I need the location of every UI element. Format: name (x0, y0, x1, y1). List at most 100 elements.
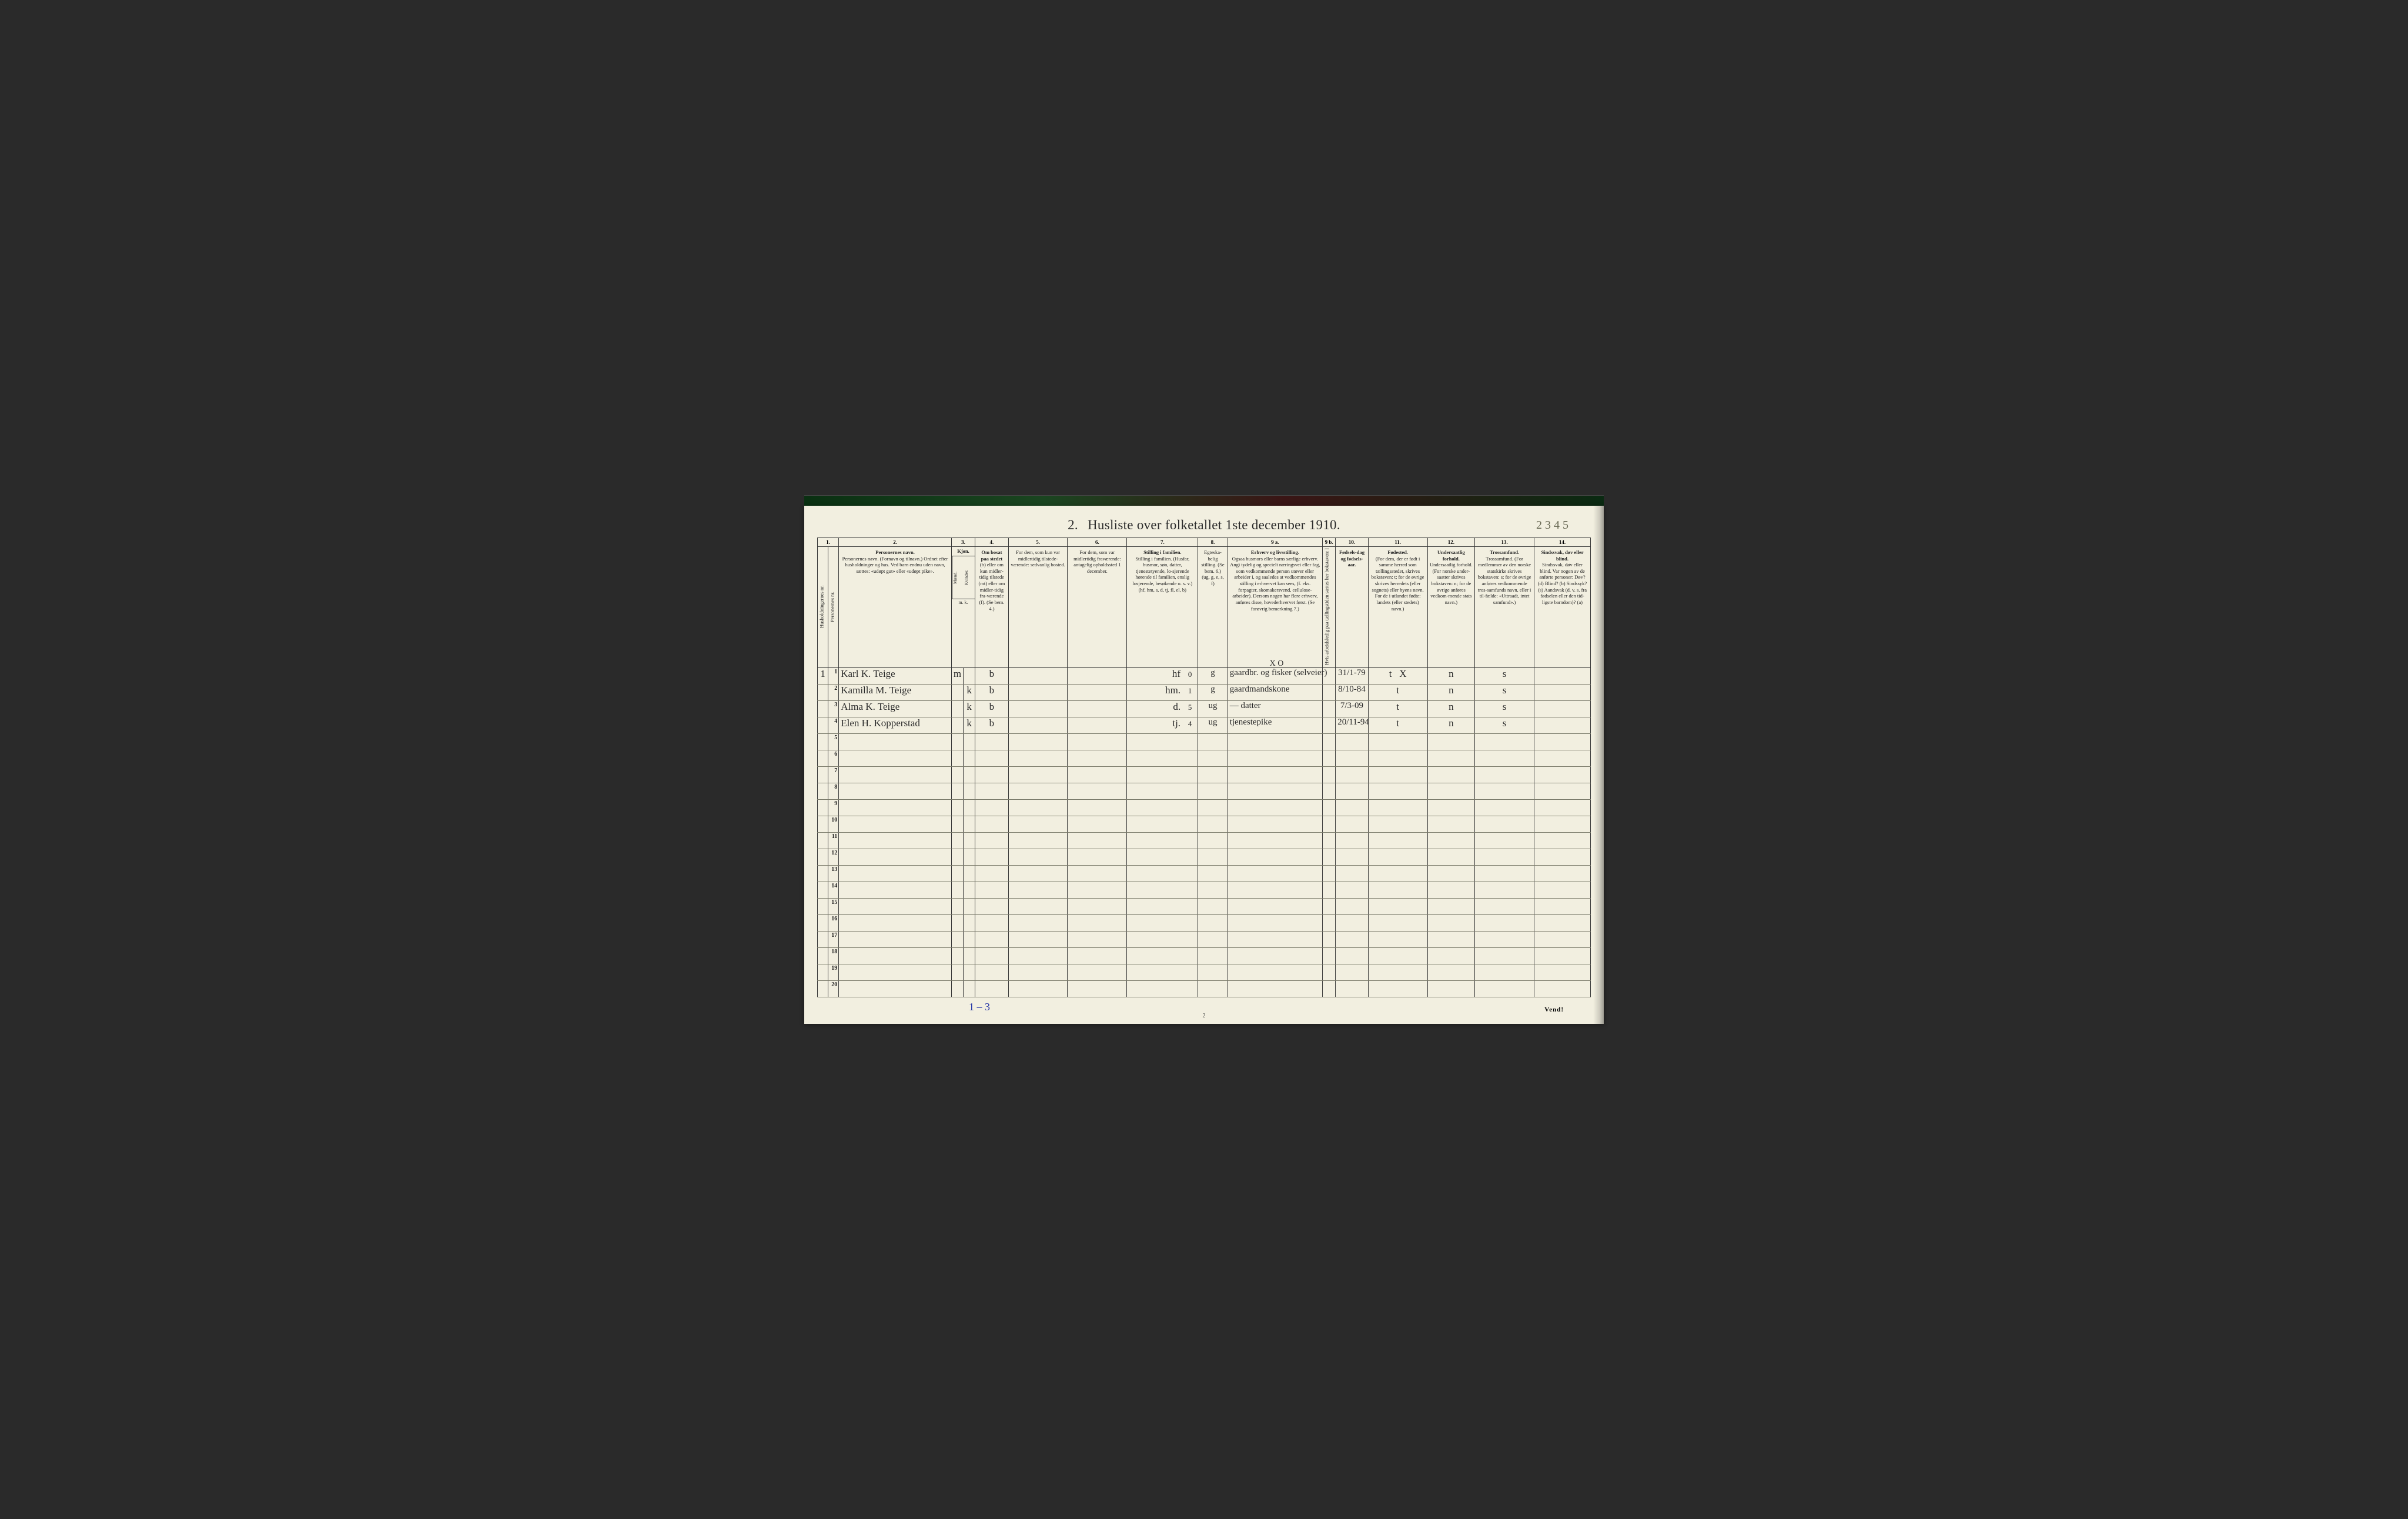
cell-name (839, 800, 952, 816)
cell-opphold (1068, 899, 1127, 915)
cell-arbledig (1323, 800, 1336, 816)
table-row: 7 (818, 767, 1591, 783)
cell-fodested (1368, 783, 1427, 800)
cell-sex-m (951, 849, 963, 866)
cell-sex-k (964, 981, 975, 997)
cell-erhverv (1228, 948, 1322, 964)
cell-sedvanlig (1008, 685, 1068, 701)
cell-arbledig (1323, 783, 1336, 800)
table-row: 17 (818, 932, 1591, 948)
cell-sex-m (951, 833, 963, 849)
cell-bosat (975, 932, 1008, 948)
cell-rownum: 18 (828, 948, 839, 964)
cell-sex-m (951, 783, 963, 800)
cell-dob (1336, 750, 1368, 767)
hdr-fodsel: Fødsels-dag og fødsels-aar. (1336, 546, 1368, 667)
cell-opphold (1068, 750, 1127, 767)
page-title: 2. Husliste over folketallet 1ste decemb… (1068, 518, 1340, 533)
table-row: 12 (818, 849, 1591, 866)
cell-egte (1198, 882, 1228, 899)
colno-8: 8. (1198, 538, 1228, 546)
cell-rownum: 2 (828, 685, 839, 701)
title-number: 2. (1068, 518, 1078, 532)
colno-11: 11. (1368, 538, 1427, 546)
cell-sex-m (951, 964, 963, 981)
cell-dob (1336, 981, 1368, 997)
colno-3: 3. (951, 538, 975, 546)
cell-sedvanlig (1008, 915, 1068, 932)
cell-hh (818, 833, 828, 849)
cell-tro: s (1475, 685, 1534, 701)
cell-bosat (975, 783, 1008, 800)
hdr-mk: m. k. (952, 599, 975, 606)
cell-hh (818, 981, 828, 997)
cell-erhverv: X Ogaardbr. og fisker (selveier) (1228, 668, 1322, 685)
table-row: 9 (818, 800, 1591, 816)
cell-hh (818, 866, 828, 882)
cell-opphold (1068, 948, 1127, 964)
cell-opphold (1068, 964, 1127, 981)
column-number-row: 1. 2. 3. 4. 5. 6. 7. 8. 9 a. 9 b. 10. 11… (818, 538, 1591, 546)
hdr-kjon: Kjøn. Mænd. Kvinder. m. k. (951, 546, 975, 667)
cell-sedvanlig (1008, 816, 1068, 833)
cell-undersaatlig (1427, 767, 1475, 783)
cell-undersaatlig (1427, 734, 1475, 750)
cell-bosat: b (975, 668, 1008, 685)
cell-opphold (1068, 932, 1127, 948)
cell-hh (818, 734, 828, 750)
cell-egte: ug (1198, 717, 1228, 734)
cell-sind (1534, 915, 1591, 932)
cell-erhverv (1228, 734, 1322, 750)
cell-erhverv (1228, 899, 1322, 915)
cell-sedvanlig (1008, 717, 1068, 734)
cell-sex-m (951, 750, 963, 767)
hdr-fodested-title: Fødested. (1387, 549, 1408, 555)
cell-sedvanlig (1008, 981, 1068, 997)
cell-rownum: 8 (828, 783, 839, 800)
cell-dob (1336, 899, 1368, 915)
cell-erhverv (1228, 783, 1322, 800)
cell-hh: 1 (818, 668, 828, 685)
cell-egte (1198, 816, 1228, 833)
cell-sex-m (951, 767, 963, 783)
cell-rownum: 17 (828, 932, 839, 948)
cell-name (839, 816, 952, 833)
cell-sind (1534, 816, 1591, 833)
cell-fodested (1368, 948, 1427, 964)
cell-egte (1198, 767, 1228, 783)
cell-name: Karl K. Teige (839, 668, 952, 685)
cell-name (839, 750, 952, 767)
cell-rownum: 14 (828, 882, 839, 899)
cell-sex-m (951, 701, 963, 717)
margin-note: 2 3 4 5 (1536, 519, 1568, 532)
cell-sind (1534, 668, 1591, 685)
cell-arbledig (1323, 734, 1336, 750)
cell-dob: 8/10-84 (1336, 685, 1368, 701)
cell-egte (1198, 932, 1228, 948)
cell-arbledig (1323, 816, 1336, 833)
cell-tro (1475, 750, 1534, 767)
cell-bosat (975, 849, 1008, 866)
cell-sex-k (964, 932, 975, 948)
cell-rownum: 16 (828, 915, 839, 932)
cell-fam (1127, 800, 1198, 816)
cell-sedvanlig (1008, 849, 1068, 866)
cell-fodested (1368, 882, 1427, 899)
cell-egte (1198, 866, 1228, 882)
cell-sind (1534, 767, 1591, 783)
cell-sind (1534, 882, 1591, 899)
cell-erhverv: tjenestepike (1228, 717, 1322, 734)
cell-fam (1127, 849, 1198, 866)
cell-sind (1534, 734, 1591, 750)
cell-sind (1534, 800, 1591, 816)
cell-fam (1127, 948, 1198, 964)
cell-fam (1127, 750, 1198, 767)
cell-fodested (1368, 932, 1427, 948)
cell-bosat (975, 882, 1008, 899)
binding-band (804, 495, 1604, 506)
cell-hh (818, 800, 828, 816)
cell-tro: s (1475, 701, 1534, 717)
cell-dob (1336, 767, 1368, 783)
cell-sedvanlig (1008, 833, 1068, 849)
cell-bosat (975, 899, 1008, 915)
